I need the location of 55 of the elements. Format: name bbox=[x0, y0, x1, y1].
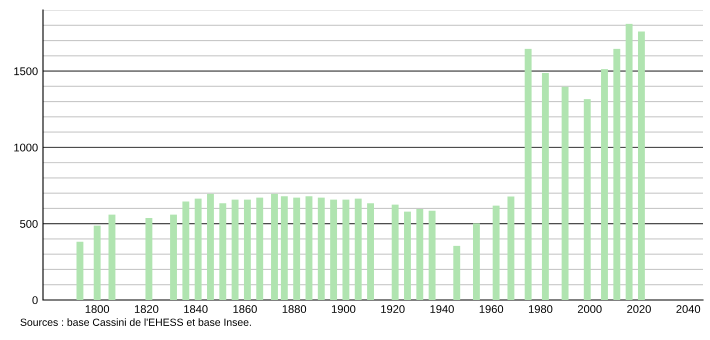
bar bbox=[145, 218, 152, 300]
bar bbox=[207, 194, 214, 300]
bar bbox=[330, 200, 338, 300]
x-tick-label: 1860 bbox=[233, 305, 257, 314]
y-tick-label: 1000 bbox=[14, 144, 38, 152]
x-tick-label: 1900 bbox=[332, 305, 356, 314]
bar bbox=[256, 198, 264, 300]
bar bbox=[342, 200, 350, 300]
bar bbox=[472, 223, 480, 300]
bar bbox=[318, 198, 325, 300]
bar bbox=[182, 202, 190, 300]
bar bbox=[428, 210, 436, 300]
bar bbox=[626, 24, 633, 300]
bar bbox=[271, 194, 278, 300]
bar bbox=[562, 86, 569, 300]
bar bbox=[601, 69, 608, 300]
bar bbox=[392, 204, 399, 300]
x-tick-label: 1980 bbox=[528, 305, 552, 314]
x-tick-label: 1940 bbox=[430, 305, 454, 314]
bar bbox=[416, 209, 424, 300]
bar bbox=[524, 48, 532, 300]
bar bbox=[293, 198, 300, 300]
x-tick-label: 2020 bbox=[627, 305, 651, 314]
bar bbox=[170, 214, 177, 300]
bar bbox=[542, 73, 549, 300]
x-tick-label: 2000 bbox=[578, 305, 602, 314]
bar bbox=[404, 212, 411, 300]
bar bbox=[492, 206, 500, 300]
bar bbox=[613, 48, 620, 300]
bar bbox=[94, 226, 101, 300]
bar bbox=[232, 200, 239, 300]
y-tick-label: 1500 bbox=[14, 67, 38, 76]
source-note: Sources : base Cassini de l'EHESS et base Insee. bbox=[20, 318, 251, 326]
x-tick-label: 1800 bbox=[86, 305, 110, 314]
bar bbox=[453, 246, 460, 300]
x-tick-label: 2040 bbox=[676, 305, 700, 314]
bar bbox=[108, 214, 116, 300]
bar bbox=[76, 242, 84, 300]
bar bbox=[219, 203, 226, 300]
bar bbox=[638, 32, 645, 300]
bar bbox=[280, 196, 288, 300]
bar bbox=[507, 196, 514, 300]
bar bbox=[244, 200, 251, 300]
x-tick-label: 1920 bbox=[381, 305, 405, 314]
x-tick-label: 1820 bbox=[134, 305, 158, 314]
bar bbox=[354, 198, 362, 300]
bar bbox=[194, 198, 202, 300]
bar bbox=[367, 203, 374, 300]
x-tick-label: 1840 bbox=[184, 305, 208, 314]
x-tick-label: 1960 bbox=[480, 305, 504, 314]
y-tick-label: 500 bbox=[20, 220, 38, 228]
bar bbox=[584, 99, 591, 300]
bar bbox=[306, 196, 312, 300]
x-tick-label: 1880 bbox=[282, 305, 306, 314]
y-tick-label: 0 bbox=[32, 296, 38, 304]
